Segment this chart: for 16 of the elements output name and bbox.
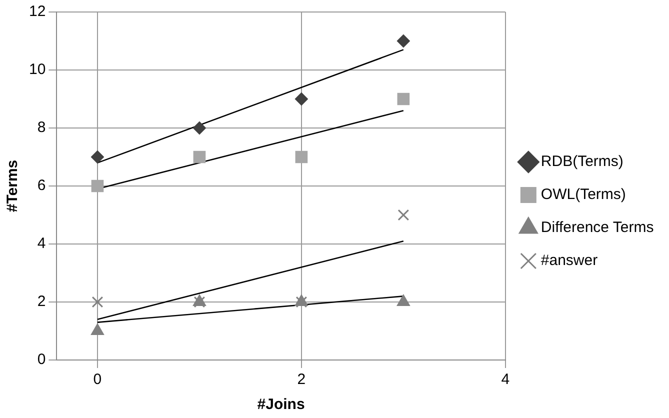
legend-label: OWL(Terms)	[540, 186, 626, 204]
x-tick-label: 0	[93, 371, 102, 388]
y-tick-label: 12	[28, 3, 46, 20]
legend-label: Difference Terms	[540, 219, 654, 236]
y-tick-label: 6	[37, 177, 46, 194]
x-tick-label: 2	[297, 371, 306, 388]
legend-label: #answer	[540, 252, 598, 270]
legend-label: RDB(Terms)	[540, 153, 624, 170]
y-tick-label: 4	[37, 235, 46, 252]
y-tick-label: 2	[37, 293, 46, 310]
y-tick-label: 10	[28, 61, 46, 78]
x-axis-title: #Joins	[257, 396, 305, 414]
y-tick-label: 8	[37, 119, 46, 136]
y-axis-title: #Terms	[4, 160, 22, 212]
x-tick-label: 4	[501, 371, 510, 388]
y-tick-label: 0	[37, 351, 46, 368]
